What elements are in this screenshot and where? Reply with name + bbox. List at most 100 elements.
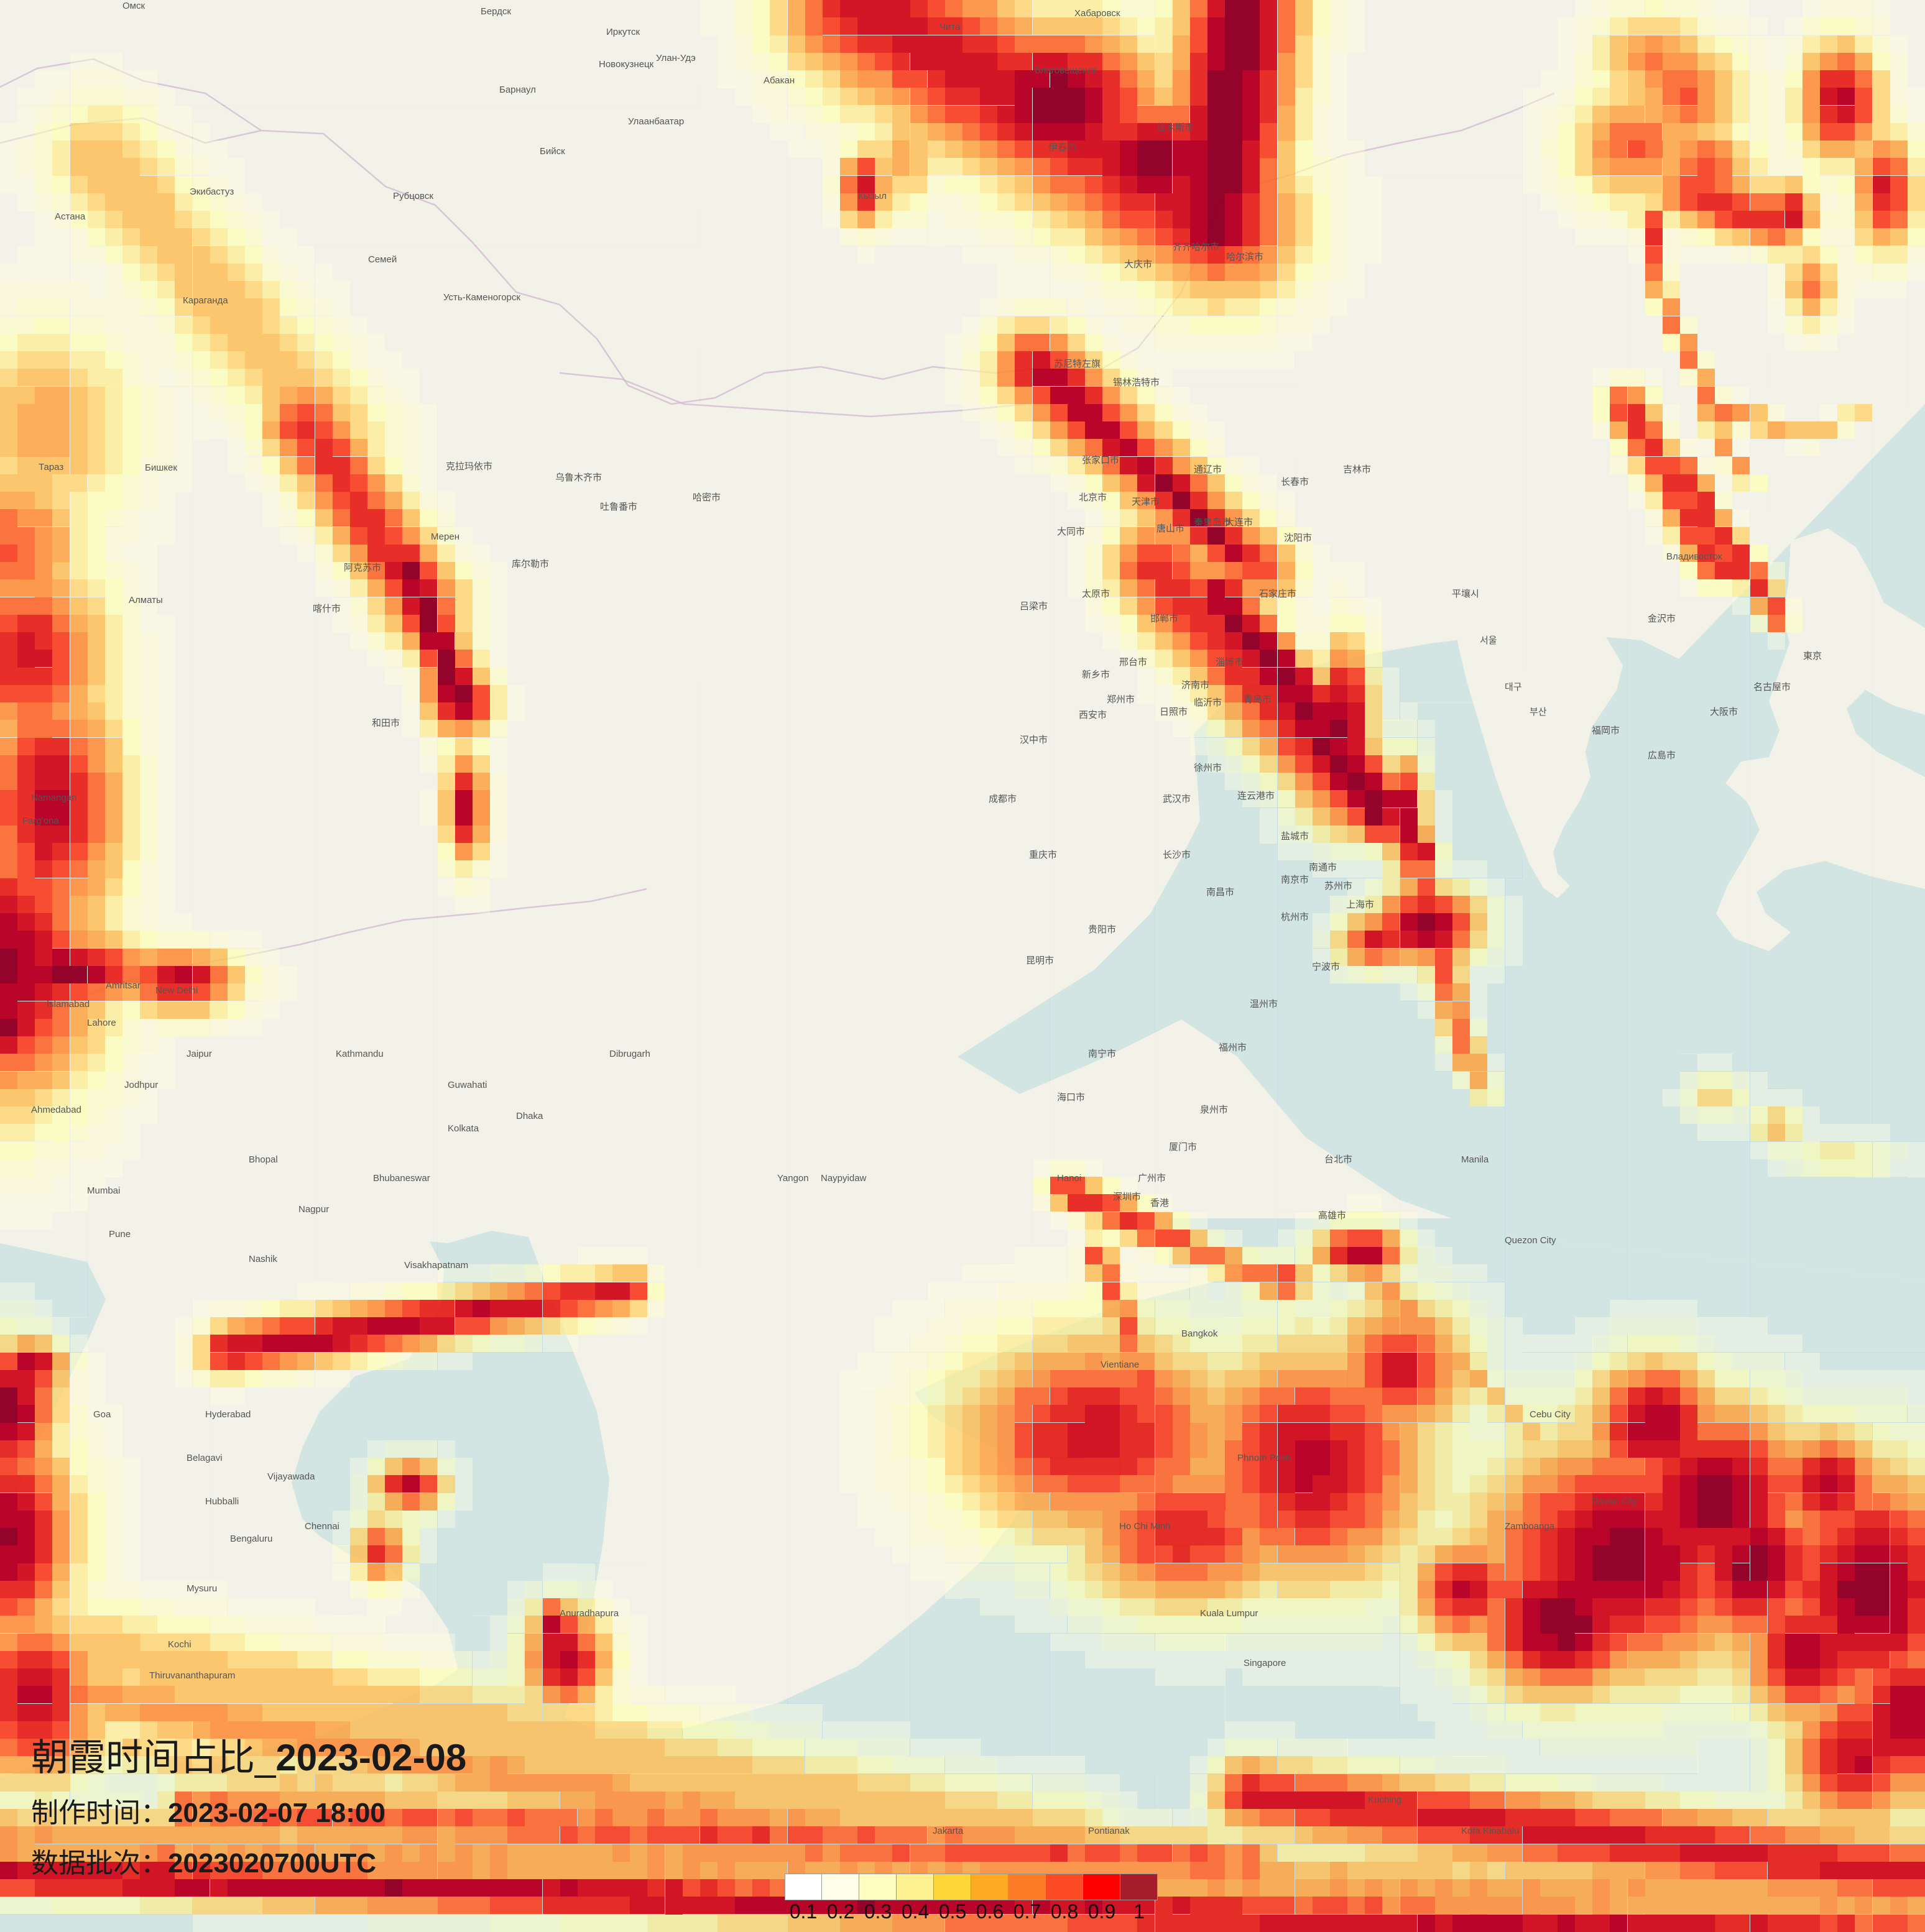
svg-text:Cebu City: Cebu City (1530, 1409, 1571, 1420)
svg-text:高雄市: 高雄市 (1318, 1210, 1346, 1221)
svg-text:Усть-Каменогорск: Усть-Каменогорск (443, 292, 520, 303)
svg-text:吐鲁番市: 吐鲁番市 (600, 502, 637, 512)
svg-text:Farg'ona: Farg'ona (22, 816, 59, 826)
svg-text:Новокузнецк: Новокузнецк (599, 59, 654, 70)
svg-text:Yangon: Yangon (777, 1173, 809, 1184)
svg-text:Thiruvananthapuram: Thiruvananthapuram (149, 1670, 235, 1681)
svg-text:Namangan: Namangan (31, 793, 76, 803)
svg-text:Kolkata: Kolkata (448, 1123, 479, 1134)
svg-text:Улан-Удэ: Улан-Удэ (656, 53, 696, 63)
svg-text:대구: 대구 (1505, 682, 1522, 692)
svg-text:连云港市: 连云港市 (1237, 791, 1275, 801)
svg-text:天津市: 天津市 (1132, 497, 1160, 507)
svg-text:新乡市: 新乡市 (1082, 669, 1110, 680)
svg-text:Абакан: Абакан (764, 75, 795, 86)
svg-text:金沢市: 金沢市 (1648, 614, 1676, 624)
svg-text:Nashik: Nashik (249, 1254, 277, 1264)
svg-text:Тараз: Тараз (39, 462, 63, 472)
svg-text:Kota Kinabalu: Kota Kinabalu (1461, 1826, 1519, 1836)
svg-text:通辽市: 通辽市 (1194, 464, 1222, 475)
svg-text:阿克苏市: 阿克苏市 (344, 563, 381, 573)
svg-text:台北市: 台北市 (1324, 1154, 1352, 1165)
svg-text:武汉市: 武汉市 (1163, 794, 1191, 804)
svg-text:Алматы: Алматы (129, 595, 163, 605)
svg-text:济南市: 济南市 (1181, 680, 1209, 691)
svg-text:Kathmandu: Kathmandu (336, 1049, 384, 1059)
svg-text:西安市: 西安市 (1079, 710, 1107, 720)
svg-text:Кызыл: Кызыл (858, 191, 887, 201)
svg-text:Bhopal: Bhopal (249, 1154, 278, 1165)
svg-text:日照市: 日照市 (1160, 707, 1188, 717)
svg-text:和田市: 和田市 (372, 718, 400, 729)
svg-text:大阪市: 大阪市 (1710, 707, 1738, 717)
svg-text:Phnom Penh: Phnom Penh (1237, 1453, 1291, 1463)
svg-text:Quezon City: Quezon City (1505, 1235, 1556, 1246)
svg-text:Hubballi: Hubballi (205, 1496, 239, 1507)
svg-text:邢台市: 邢台市 (1119, 657, 1147, 668)
svg-text:Amritsar: Amritsar (106, 980, 141, 991)
svg-text:Kochi: Kochi (168, 1639, 192, 1650)
svg-text:Мерен: Мерен (431, 531, 459, 542)
svg-text:Bhubaneswar: Bhubaneswar (373, 1173, 430, 1184)
svg-text:Vijayawada: Vijayawada (267, 1471, 315, 1482)
svg-text:Belagavi: Belagavi (187, 1453, 223, 1463)
svg-text:昆明市: 昆明市 (1026, 955, 1054, 966)
svg-text:Jodhpur: Jodhpur (124, 1080, 158, 1090)
svg-text:青岛市: 青岛市 (1244, 694, 1272, 705)
svg-text:Ahmedabad: Ahmedabad (31, 1105, 81, 1115)
svg-text:北京市: 北京市 (1079, 492, 1107, 503)
svg-text:深圳市: 深圳市 (1113, 1192, 1141, 1202)
svg-text:Bangkok: Bangkok (1181, 1328, 1218, 1339)
svg-text:Nagpur: Nagpur (298, 1204, 329, 1215)
svg-text:克拉玛依市: 克拉玛依市 (446, 461, 492, 472)
svg-text:哈尔滨市: 哈尔滨市 (1226, 252, 1263, 262)
svg-text:Бийск: Бийск (540, 146, 565, 157)
svg-text:Jakarta: Jakarta (933, 1826, 964, 1836)
svg-text:Kuching: Kuching (1368, 1795, 1401, 1805)
svg-text:Pune: Pune (109, 1229, 131, 1240)
svg-text:上海市: 上海市 (1346, 899, 1374, 910)
svg-text:Бердск: Бердск (481, 6, 511, 17)
svg-text:福州市: 福州市 (1219, 1042, 1247, 1053)
svg-text:南京市: 南京市 (1281, 875, 1309, 885)
svg-text:Jaipur: Jaipur (187, 1049, 212, 1059)
svg-text:宁波市: 宁波市 (1312, 962, 1340, 972)
svg-text:伊春市: 伊春市 (1048, 142, 1076, 153)
svg-text:大连市: 大连市 (1225, 517, 1253, 528)
svg-text:서울: 서울 (1480, 635, 1497, 646)
svg-text:부산: 부산 (1530, 707, 1547, 717)
svg-text:苏州市: 苏州市 (1324, 881, 1352, 891)
svg-text:Bengaluru: Bengaluru (230, 1534, 272, 1544)
svg-text:Vientiane: Vientiane (1101, 1359, 1139, 1370)
svg-text:大庆市: 大庆市 (1124, 259, 1152, 270)
svg-text:Mumbai: Mumbai (87, 1185, 120, 1196)
svg-text:厦门市: 厦门市 (1169, 1142, 1197, 1152)
svg-text:盐城市: 盐城市 (1281, 831, 1309, 842)
svg-text:临沂市: 临沂市 (1194, 697, 1222, 708)
svg-text:乌鲁木齐市: 乌鲁木齐市 (555, 472, 602, 483)
svg-text:名古屋市: 名古屋市 (1753, 682, 1791, 692)
svg-text:南宁市: 南宁市 (1088, 1049, 1116, 1059)
svg-text:齐齐哈尔市: 齐齐哈尔市 (1173, 242, 1219, 252)
svg-text:Manila: Manila (1461, 1154, 1489, 1165)
svg-text:福岡市: 福岡市 (1592, 725, 1620, 736)
svg-text:東京: 東京 (1803, 651, 1822, 661)
svg-text:海口市: 海口市 (1057, 1092, 1085, 1103)
svg-text:Ho Chi Minh: Ho Chi Minh (1119, 1521, 1171, 1532)
svg-text:広島市: 広島市 (1648, 750, 1676, 761)
svg-text:库尔勒市: 库尔勒市 (512, 559, 549, 569)
svg-text:大同市: 大同市 (1057, 527, 1085, 537)
svg-text:郑州市: 郑州市 (1107, 694, 1135, 705)
svg-text:Zamboanga: Zamboanga (1505, 1521, 1555, 1532)
svg-text:唐山市: 唐山市 (1156, 523, 1184, 534)
svg-text:Экибастуз: Экибастуз (190, 186, 234, 197)
svg-text:吕梁市: 吕梁市 (1020, 601, 1048, 612)
svg-text:Kuala Lumpur: Kuala Lumpur (1200, 1608, 1258, 1619)
svg-text:New Delhi: New Delhi (155, 985, 198, 996)
svg-text:Dhaka: Dhaka (516, 1111, 543, 1121)
svg-text:南通市: 南通市 (1309, 862, 1337, 873)
svg-text:石家庄市: 石家庄市 (1259, 588, 1296, 599)
svg-text:Guwahati: Guwahati (448, 1080, 487, 1090)
svg-text:太原市: 太原市 (1082, 589, 1110, 599)
svg-text:吉林市: 吉林市 (1343, 464, 1371, 475)
